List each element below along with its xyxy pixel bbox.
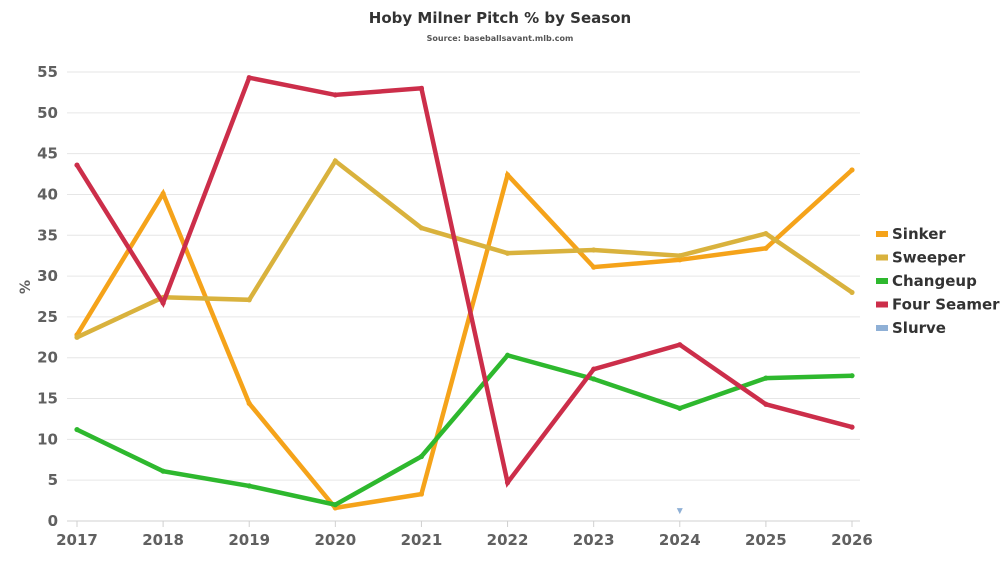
x-tick-label: 2021	[401, 531, 443, 549]
y-tick-label: 10	[37, 430, 58, 448]
x-tick-label: 2017	[56, 531, 98, 549]
legend-label: Sweeper	[892, 249, 966, 267]
data-point-sinker	[504, 172, 511, 178]
data-point-sweeper	[591, 247, 597, 253]
y-tick-label: 40	[37, 185, 58, 203]
data-point-sinker	[763, 245, 769, 251]
chart-subtitle: Source: baseballsavant.mlb.com	[427, 34, 574, 43]
y-tick-label: 55	[37, 63, 58, 81]
legend-label: Sinker	[892, 225, 946, 243]
data-point-four-seamer	[677, 342, 683, 348]
series-line-changeup	[76, 352, 853, 508]
x-tick-label: 2018	[142, 531, 184, 549]
series-four-seamer	[74, 75, 855, 488]
data-point-four-seamer	[332, 92, 338, 98]
data-point-sweeper	[504, 250, 511, 256]
data-point-sinker	[849, 167, 855, 173]
y-tick-label: 30	[37, 267, 58, 285]
data-point-changeup	[246, 483, 252, 489]
y-tick-label: 0	[48, 512, 58, 530]
legend-item-slurve[interactable]: Slurve	[876, 319, 946, 337]
series-sinker	[74, 167, 855, 511]
data-point-sweeper	[246, 297, 252, 303]
data-point-sweeper	[763, 231, 769, 237]
legend-label: Four Seamer	[892, 296, 1000, 314]
data-point-slurve	[676, 508, 683, 515]
series-layer	[74, 75, 855, 515]
y-tick-label: 15	[37, 390, 58, 408]
data-point-changeup	[332, 502, 338, 508]
data-point-changeup	[160, 468, 166, 474]
data-point-sweeper	[418, 225, 425, 231]
y-tick-label: 35	[37, 226, 58, 244]
data-point-sinker	[160, 191, 166, 197]
data-point-four-seamer	[160, 300, 166, 306]
series-line-four-seamer	[75, 75, 853, 488]
y-tick-label: 45	[37, 145, 58, 163]
legend-swatch	[876, 254, 888, 261]
legend-swatch	[876, 231, 888, 237]
data-point-changeup	[74, 426, 80, 433]
y-axis-title: %	[18, 280, 34, 294]
x-tick-label: 2023	[573, 531, 615, 549]
data-point-sinker	[591, 264, 597, 270]
legend-label: Changeup	[892, 272, 977, 290]
data-point-four-seamer	[763, 401, 769, 407]
data-point-changeup	[763, 375, 769, 381]
data-point-four-seamer	[74, 162, 80, 168]
y-tick-label: 5	[48, 471, 58, 489]
y-tick-label: 20	[37, 349, 58, 367]
data-point-sweeper	[332, 158, 338, 164]
data-point-sweeper	[677, 253, 683, 259]
series-sweeper	[74, 157, 855, 340]
data-point-four-seamer	[246, 75, 252, 81]
legend-label: Slurve	[892, 319, 946, 337]
data-point-four-seamer	[591, 366, 597, 372]
legend-swatch	[876, 325, 888, 331]
x-tick-label: 2024	[659, 531, 701, 549]
x-tick-label: 2026	[831, 531, 873, 549]
data-point-four-seamer	[418, 85, 425, 91]
data-point-sinker	[677, 257, 683, 263]
grid	[67, 71, 860, 522]
data-point-changeup	[591, 376, 597, 382]
legend-swatch	[876, 301, 888, 308]
data-point-sinker	[418, 491, 425, 497]
legend-item-sinker[interactable]: Sinker	[876, 225, 946, 243]
y-tick-label: 25	[37, 308, 58, 326]
data-point-sinker	[246, 400, 252, 407]
series-line-sweeper	[76, 157, 854, 340]
data-point-sweeper	[849, 289, 855, 296]
x-tick-label: 2022	[487, 531, 529, 549]
x-tick-label: 2025	[745, 531, 787, 549]
data-point-sweeper	[74, 334, 80, 340]
legend-item-changeup[interactable]: Changeup	[876, 272, 977, 290]
x-tick-label: 2019	[228, 531, 270, 549]
legend-item-sweeper[interactable]: Sweeper	[876, 249, 966, 267]
x-tick-label: 2020	[314, 531, 356, 549]
data-point-changeup	[418, 453, 425, 460]
series-changeup	[74, 352, 855, 508]
legend-item-four-seamer[interactable]: Four Seamer	[876, 296, 1000, 314]
data-point-changeup	[504, 352, 511, 358]
legend[interactable]: Sinker Sweeper Changeup Four Seamer Slurve	[876, 225, 1000, 337]
y-tick-label: 50	[37, 104, 58, 122]
series-slurve	[676, 508, 683, 515]
data-point-changeup	[849, 373, 855, 379]
chart-title: Hoby Milner Pitch % by Season	[369, 9, 631, 27]
data-point-four-seamer	[504, 480, 511, 486]
data-point-four-seamer	[849, 424, 855, 430]
data-point-changeup	[677, 405, 683, 411]
legend-swatch	[876, 278, 888, 284]
